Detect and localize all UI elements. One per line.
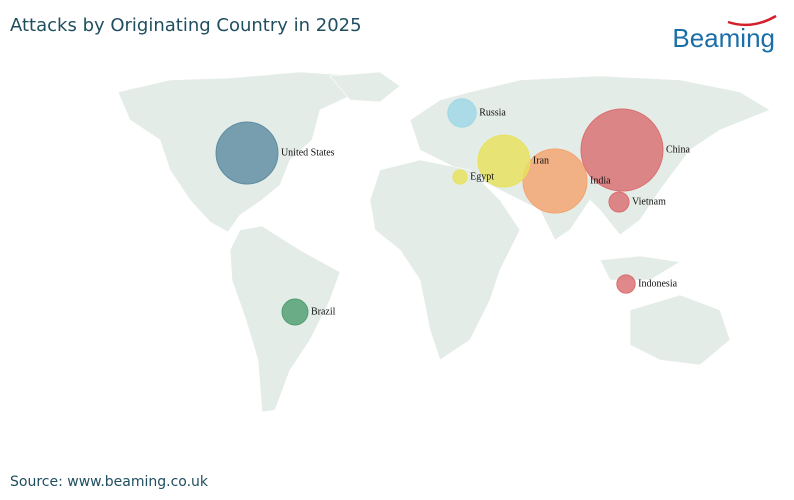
bubble [452, 169, 468, 185]
chart-title: Attacks by Originating Country in 2025 [10, 15, 362, 36]
bubble-label: Vietnam [632, 196, 666, 207]
bubble [447, 98, 477, 128]
bubble-layer: China India United States Iran Russia Brazil V… [215, 98, 690, 326]
bubble-label: Egypt [470, 171, 494, 182]
bubble [616, 274, 636, 294]
bubble [522, 148, 588, 214]
bubble [477, 134, 531, 188]
bubble [580, 108, 664, 192]
world-map [117, 71, 771, 413]
bubble [608, 191, 630, 213]
bubble-label: Indonesia [638, 278, 677, 289]
bubble-label: India [590, 175, 611, 186]
bubble-label: United States [281, 147, 335, 158]
bubble-label: China [666, 144, 690, 155]
logo: Beaming [672, 14, 777, 53]
bubble [215, 121, 279, 185]
bubble [281, 298, 309, 326]
logo-swoosh [727, 14, 777, 27]
bubble-label: Brazil [311, 306, 336, 317]
brand-name: Beaming [672, 23, 775, 53]
bubble-label: Iran [533, 155, 549, 166]
source-note: Source: www.beaming.co.uk [10, 474, 209, 490]
bubble-label: Russia [479, 107, 506, 118]
